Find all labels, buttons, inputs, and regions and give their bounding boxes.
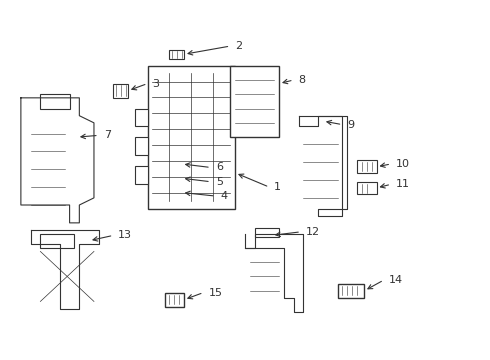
Text: 6: 6 (216, 162, 223, 172)
Bar (147, 66, 235, 208)
Bar (40, 234, 74, 248)
Bar (255, 228, 279, 237)
Bar (135, 109, 147, 126)
Text: 4: 4 (220, 191, 228, 201)
Text: 5: 5 (216, 177, 223, 187)
Bar (165, 293, 184, 307)
Bar (114, 84, 128, 98)
Text: 12: 12 (306, 227, 320, 237)
Text: 3: 3 (152, 78, 159, 89)
Text: 9: 9 (347, 120, 354, 130)
Bar (135, 166, 147, 184)
Bar (338, 284, 365, 298)
Text: 2: 2 (235, 41, 243, 51)
Text: 14: 14 (389, 275, 403, 285)
Text: 1: 1 (274, 182, 281, 192)
Text: 15: 15 (208, 288, 222, 297)
Bar (357, 160, 376, 173)
Bar (230, 66, 279, 137)
Bar (357, 182, 376, 194)
Bar (40, 94, 70, 109)
Text: 13: 13 (118, 230, 132, 240)
Bar (170, 50, 184, 59)
Text: 11: 11 (396, 179, 410, 189)
Bar (135, 137, 147, 155)
Text: 10: 10 (396, 159, 410, 169)
Text: 8: 8 (298, 75, 306, 85)
Text: 7: 7 (104, 130, 111, 140)
